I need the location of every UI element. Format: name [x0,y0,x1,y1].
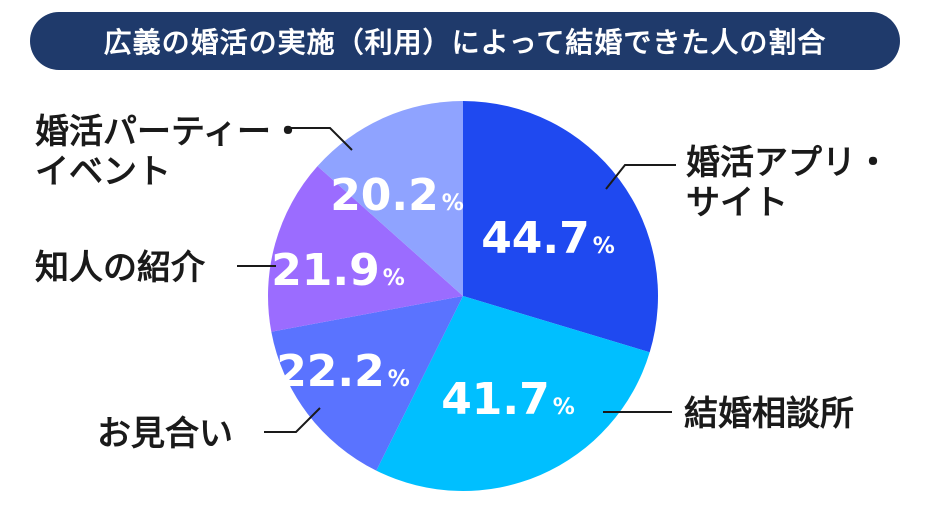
leader-line [605,164,676,190]
category-label: 婚活アプリ・サイト [686,143,890,223]
leader-lines [237,127,676,433]
pie-slice [376,296,650,491]
slice-value-label: 22.2% [276,346,410,397]
pie-slices [268,101,658,491]
chart-title: 広義の婚活の実施（利用）によって結婚できた人の割合 [103,26,827,59]
pie-slice [268,166,463,332]
title-bar: 広義の婚活の実施（利用）によって結婚できた人の割合 [30,12,900,70]
slice-value-label: 41.7% [441,374,575,425]
category-label: 結婚相談所 [684,394,854,434]
pie-slice [271,296,463,471]
pie-slice [463,101,658,353]
slice-value-label: 44.7% [481,213,615,264]
category-label: お見合い [97,414,233,454]
leader-line [264,407,321,433]
pie-slice [317,101,463,296]
category-label: 婚活パーティー・イベント [35,112,305,192]
category-label: 知人の紹介 [35,248,206,288]
value-labels: 44.7 % 41.7 % 22.2 % 21.9 % 20.2% [271,170,615,425]
leader-line [290,127,353,151]
slice-value-label: 21.9% [271,245,405,296]
slice-value-label: 20.2% [330,170,464,221]
